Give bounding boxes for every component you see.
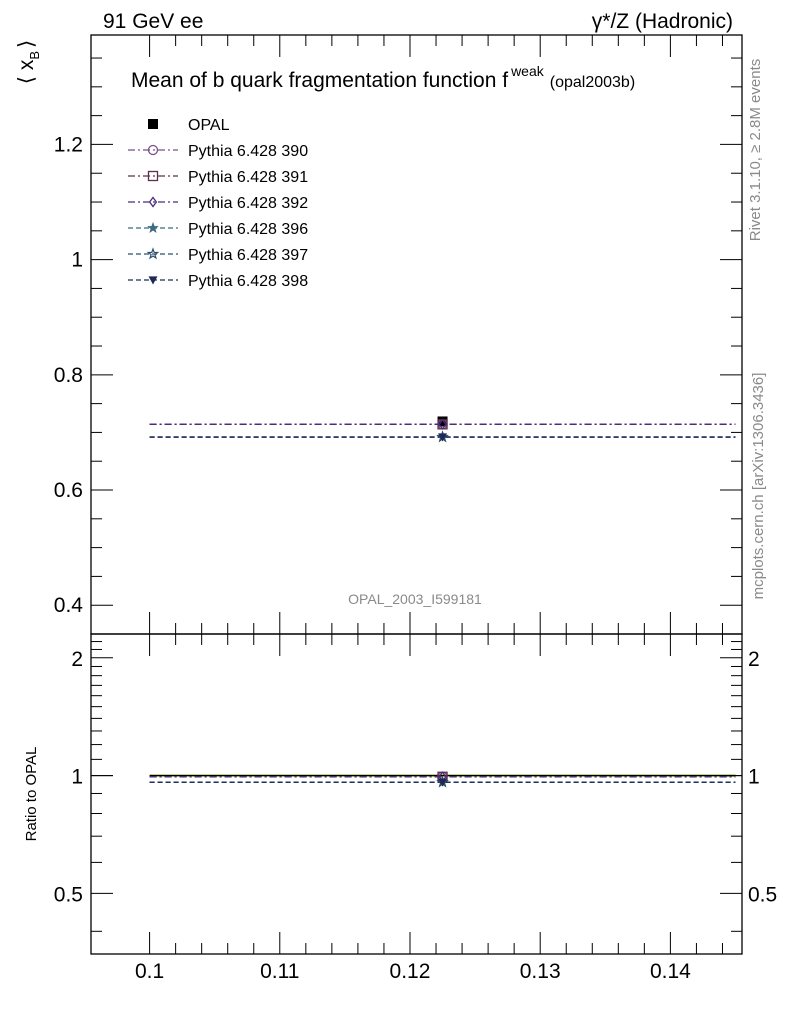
- ratio-series-layer: [149, 771, 736, 788]
- legend-label: Pythia 6.428 398: [188, 273, 308, 290]
- ratio-y-tick-label-left: 2: [71, 648, 83, 671]
- ratio-y-tick-label-left: 0.5: [54, 883, 83, 906]
- analysis-label: OPAL_2003_I599181: [348, 591, 482, 607]
- legend-label: OPAL: [188, 117, 230, 134]
- main-y-tick-label: 0.6: [54, 479, 83, 502]
- main-y-tick-label: 1: [71, 249, 83, 272]
- main-y-tick-labels: 0.4 0.6 0.8 1 1.2: [54, 133, 84, 617]
- main-title-suffix: (opal2003b): [550, 74, 635, 91]
- main-title-text: Mean of b quark fragmentation function f: [131, 69, 508, 92]
- x-tick-label: 0.1: [135, 960, 164, 983]
- ratio-axis-ticks: [91, 634, 742, 954]
- legend-marker: [147, 221, 159, 233]
- legend-label: Pythia 6.428 390: [188, 143, 308, 160]
- ratio-y-axis-label: Ratio to OPAL: [23, 747, 40, 842]
- header-left: 91 GeV ee: [103, 10, 203, 33]
- x-tick-labels: 0.1 0.11 0.12 0.13 0.14: [135, 960, 691, 983]
- main-y-axis-label: ⟨ xB ⟩: [15, 40, 42, 84]
- ratio-y-tick-label-right: 1: [748, 766, 760, 789]
- legend-marker: [148, 276, 158, 285]
- legend-marker: [148, 196, 158, 208]
- legend-label: Pythia 6.428 392: [188, 195, 308, 212]
- main-data-point: [437, 416, 448, 427]
- main-title-superscript: weak: [510, 63, 545, 79]
- legend-marker: [146, 247, 160, 260]
- main-data-point: [438, 418, 447, 430]
- ratio-y-tick-labels: 0.5 0.5 1 1 2 2: [54, 648, 777, 907]
- legend-marker: [148, 119, 158, 129]
- legend: OPAL Pythia 6.428 390 Pythia 6.428 391 Pyth…: [128, 117, 308, 290]
- main-title: Mean of b quark fragmentation function f…: [131, 63, 635, 92]
- x-tick-label: 0.13: [520, 960, 561, 983]
- main-y-axis-label-sub: B: [27, 51, 42, 60]
- legend-label: Pythia 6.428 397: [188, 247, 308, 264]
- ratio-plot-frame: [90, 633, 743, 955]
- main-y-axis-label-text: ⟨ x: [15, 59, 38, 84]
- ratio-y-tick-label-right: 0.5: [748, 883, 777, 906]
- rivet-label: Rivet 3.1.10, ≥ 2.8M events: [747, 59, 764, 242]
- x-tick-label: 0.14: [650, 960, 691, 983]
- legend-label: Pythia 6.428 396: [188, 221, 308, 238]
- main-y-tick-label: 0.4: [54, 594, 84, 617]
- main-y-axis-label-close: ⟩: [15, 40, 38, 48]
- header-right: γ*/Z (Hadronic): [592, 10, 733, 33]
- ratio-y-tick-label-right: 2: [748, 648, 760, 671]
- x-tick-label: 0.12: [390, 960, 431, 983]
- mcplots-label: mcplots.cern.ch [arXiv:1306.3436]: [750, 373, 767, 600]
- x-tick-label: 0.11: [260, 960, 299, 983]
- ratio-y-tick-label-left: 1: [71, 766, 83, 789]
- main-axis-ticks: [91, 35, 742, 635]
- ratio-data-point: [438, 778, 448, 787]
- main-y-tick-label: 1.2: [54, 133, 83, 156]
- legend-marker: [147, 144, 159, 156]
- main-series-layer: [149, 416, 736, 443]
- main-data-point: [438, 433, 448, 442]
- main-y-tick-label: 0.8: [54, 364, 83, 387]
- main-panel: 0.4 0.6 0.8 1 1.2 Mean of b quark fragmentat…: [15, 34, 743, 635]
- legend-label: Pythia 6.428 391: [188, 169, 308, 186]
- ratio-panel: 0.5 0.5 1 1 2 2 Ratio to OPAL 0.1 0.11 0.12 0.13…: [23, 633, 777, 983]
- legend-marker: [147, 170, 159, 182]
